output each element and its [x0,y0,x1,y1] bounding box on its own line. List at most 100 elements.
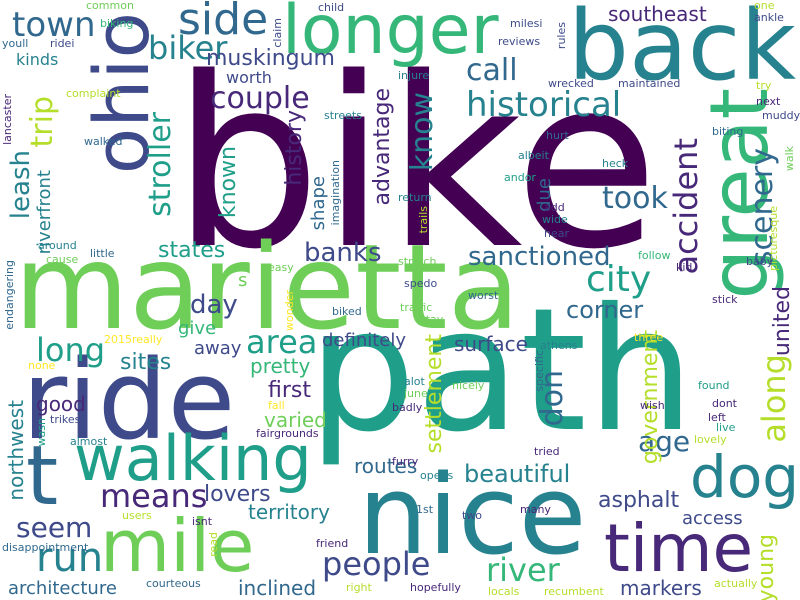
word-lovely: lovely [694,433,727,446]
word-pretty: pretty [250,354,311,378]
word-albeit: albeit [518,149,549,162]
word-banks: banks [304,238,382,268]
word-good: good [36,392,86,416]
word-time: time [604,510,754,587]
word-asphalt: asphalt [598,488,680,513]
word-wrecked: wrecked [548,77,594,90]
word-tried: tried [534,445,560,458]
word-inclined: inclined [238,576,317,600]
word-stick: stick [712,293,738,306]
word-little: little [90,247,115,260]
word-wide: wide [542,213,568,226]
word-spedo: spedo [404,277,438,290]
word-next: next [756,95,781,108]
word-ride: ride [22,336,236,464]
word-town: town [12,5,96,45]
word-courteous: courteous [146,577,201,590]
word-wish: wish [640,399,665,412]
word-northwest: northwest [4,400,28,501]
word-youll: youll [2,37,29,50]
word-trails: trails [417,206,430,234]
word-walking: walking [74,422,312,495]
word-andor: andor [504,171,536,184]
word-biker: biker [148,29,228,67]
word-none: none [28,359,56,372]
word-bike: bike [172,28,659,301]
word-ankle: ankle [754,11,784,24]
word-2015really: 2015really [104,333,163,346]
word-access: access [682,508,743,529]
word-trikes: trikes [50,413,81,426]
word-definitely: definitely [322,330,407,351]
word-people: people [322,545,431,583]
word-shape: shape [308,176,329,231]
word-river: river [486,551,560,589]
word-traffic: traffic [400,301,433,314]
word-run: run [36,535,104,581]
word-s: s [238,270,248,291]
word-complaint: complaint [66,87,121,100]
word-try: try [756,79,772,92]
word-walk: walk [783,146,796,172]
word-1st: 1st [416,503,434,516]
word-history: history [282,110,307,186]
word-advantage: advantage [370,88,395,206]
word-first: first [268,378,311,403]
word-corner: corner [566,296,644,324]
word-southeast: southeast [608,2,707,26]
word-furry: furry [392,455,419,468]
word-walked: walked [84,135,123,148]
word-city: city [586,259,652,300]
word-follow: follow [638,249,671,262]
word-locals: locals [488,585,520,598]
word-athens: athens [540,339,578,352]
word-baby: baby [746,255,774,268]
word-stretch: stretch [398,255,437,268]
word-dont: dont [712,397,737,410]
word-recumbent: recumbent [544,585,604,598]
word-historical: historical [466,85,622,125]
word-cause: cause [46,253,79,266]
word-longer: longer [282,0,499,70]
word-give: give [178,318,217,339]
word-stroller: stroller [143,112,178,217]
word-beautiful: beautiful [464,460,571,488]
word-milesi: milesi [510,17,543,30]
word-t: t [26,429,59,524]
word-sites: sites [120,350,172,375]
word-fall: fall [268,399,285,412]
word-found: found [698,379,730,392]
word-markers: markers [620,576,702,600]
word-disappointment: disappointment [2,541,89,554]
word-users: users [122,509,152,522]
word-two: two [462,509,483,522]
word-lancaster: lancaster [1,94,14,145]
word-worth: worth [226,68,272,87]
word-three: three [634,331,664,344]
word-almost: almost [70,435,108,448]
word-rules: rules [555,22,568,50]
word-day: day [190,290,238,320]
word-muddy: muddy [762,109,800,122]
word-routes: routes [354,454,418,478]
word-wasn: wasn [35,418,48,447]
word-dog: dog [690,443,800,511]
word-claim: claim [271,18,284,48]
word-seem: seem [16,511,93,544]
word-worst: worst [468,289,499,302]
word-biked: biked [332,305,362,318]
word-hurt: hurt [546,129,569,142]
word-return: return [398,191,432,204]
word-muskingum: muskingum [206,46,335,71]
word-streets: streets [324,109,362,122]
word-child: child [318,1,345,14]
word-means: means [100,477,208,515]
word-nice: nice [358,451,587,579]
word-path: path [308,272,695,470]
word-away: away [194,338,242,359]
word-add: add [544,201,565,214]
word-read: read [207,532,220,557]
word-accident: accident [667,138,705,275]
word-mile: mile [100,504,255,588]
